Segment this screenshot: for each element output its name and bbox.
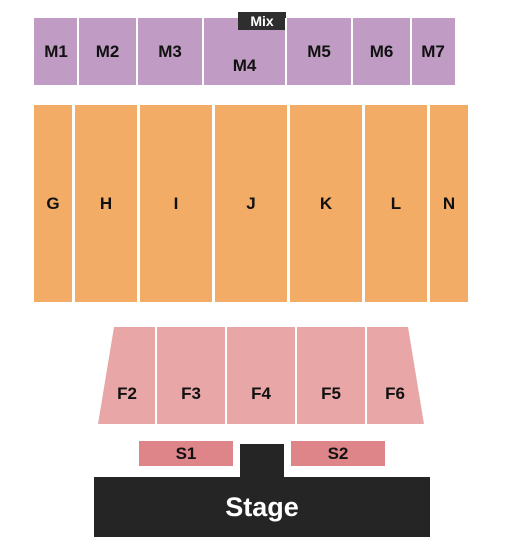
section-label: M4 [233,56,257,75]
section-k[interactable]: K [290,105,362,302]
section-j[interactable]: J [215,105,287,302]
section-g[interactable]: G [34,105,72,302]
section-label: M5 [307,42,331,61]
section-m7[interactable]: M7 [411,18,455,85]
section-m3[interactable]: M3 [137,18,203,85]
stage-nub [240,444,284,479]
section-label: F2 [117,384,137,403]
section-label: J [246,194,255,213]
section-f2[interactable]: F2 [98,327,156,424]
stage-label: Stage [94,477,430,537]
section-label: F6 [385,384,405,403]
section-label: M6 [370,42,394,61]
section-label: K [320,194,332,213]
section-f6[interactable]: F6 [366,327,424,424]
section-label: H [100,194,112,213]
mix-booth: Mix [238,12,286,30]
section-label: M3 [158,42,182,61]
section-f3[interactable]: F3 [156,327,226,424]
section-f4[interactable]: F4 [226,327,296,424]
section-h[interactable]: H [75,105,137,302]
section-m1[interactable]: M1 [34,18,78,85]
section-m6[interactable]: M6 [352,18,411,85]
section-label: G [46,194,59,213]
section-l[interactable]: L [365,105,427,302]
section-i[interactable]: I [140,105,212,302]
section-label: I [174,194,179,213]
section-s2[interactable]: S2 [291,441,385,466]
section-label: M7 [421,42,445,61]
section-label: L [391,194,401,213]
section-m2[interactable]: M2 [78,18,137,85]
section-label: S2 [328,444,349,463]
mix-label: Mix [250,13,273,29]
stage-main: Stage [94,477,430,537]
section-label: N [443,194,455,213]
section-label: S1 [176,444,197,463]
section-label: M1 [44,42,68,61]
section-label: F4 [251,384,271,403]
section-f5[interactable]: F5 [296,327,366,424]
section-s1[interactable]: S1 [139,441,233,466]
section-m5[interactable]: M5 [286,18,352,85]
section-label: F3 [181,384,201,403]
section-n[interactable]: N [430,105,468,302]
section-label: M2 [96,42,120,61]
section-label: F5 [321,384,341,403]
